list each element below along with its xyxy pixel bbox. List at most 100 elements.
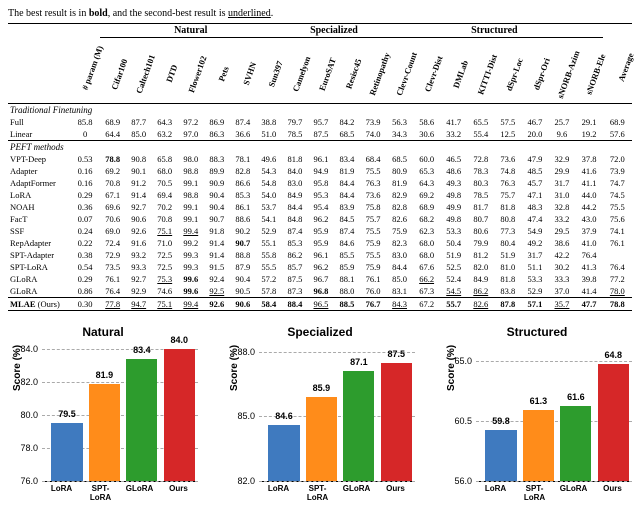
cell: 99.1 [178, 201, 204, 213]
cell: 30.6 [413, 128, 440, 141]
cell: 33.3 [548, 273, 575, 285]
cell: 51.9 [494, 249, 521, 261]
cell: 90.7 [230, 237, 256, 249]
cell: 91.5 [204, 261, 230, 273]
cell-param: 0.38 [70, 249, 99, 261]
cell-param: 0.36 [70, 201, 99, 213]
cell: 84.0 [282, 165, 308, 177]
row-label: NOAH [8, 201, 70, 213]
cell: 65.3 [413, 165, 440, 177]
chart-natural: NaturalScore (%)76.078.080.082.084.079.5… [8, 325, 198, 502]
bar-value-label: 59.8 [485, 416, 516, 426]
cell: 83.9 [334, 201, 360, 213]
cell: 83.4 [334, 153, 360, 165]
cell-param: 0.54 [70, 261, 99, 273]
cell: 69.0 [100, 225, 126, 237]
cell: 75.5 [360, 249, 386, 261]
cell: 87.4 [230, 116, 256, 128]
cell: 37.8 [575, 153, 602, 165]
cell: 70.8 [100, 177, 126, 189]
cell: 29.1 [575, 116, 602, 128]
cell: 79.7 [282, 116, 308, 128]
cell: 76.3 [494, 177, 521, 189]
cell: 67.6 [413, 261, 440, 273]
cell: 75.6 [603, 213, 632, 225]
xticks: LoRASPT-LoRAGLoRAOurs [259, 484, 415, 502]
cell: 91.4 [204, 249, 230, 261]
cell: 80.9 [386, 165, 413, 177]
cell: 87.5 [282, 273, 308, 285]
cell: 47.4 [521, 213, 548, 225]
cell: 70.6 [100, 213, 126, 225]
cell: 78.0 [603, 285, 632, 298]
row-label: VPT-Deep [8, 153, 70, 165]
row-label: SSF [8, 225, 70, 237]
cell: 75.3 [152, 273, 178, 285]
cell: 90.2 [230, 225, 256, 237]
cell: 85.5 [334, 249, 360, 261]
cell: 51.0 [256, 128, 282, 141]
xtick-label: Ours [376, 484, 415, 502]
cell: 37.0 [548, 285, 575, 298]
cell: 68.0 [413, 249, 440, 261]
cell: 73.6 [494, 153, 521, 165]
cell: 90.4 [230, 273, 256, 285]
cell-param: 0.16 [70, 165, 99, 177]
cell: 95.3 [308, 189, 334, 201]
cell: 77.3 [494, 225, 521, 237]
row-label: Full [8, 116, 70, 128]
cell: 83.8 [494, 285, 521, 298]
cell: 69.2 [100, 165, 126, 177]
cell: 53.3 [440, 225, 467, 237]
cell: 74.6 [152, 285, 178, 298]
ytick-label: 85.0 [231, 411, 255, 421]
cell: 81.7 [467, 201, 494, 213]
xtick-label: GLoRA [120, 484, 159, 502]
cell: 75.7 [494, 189, 521, 201]
cell: 99.6 [178, 285, 204, 298]
cell: 81.0 [494, 261, 521, 273]
ytick-label: 60.5 [448, 416, 472, 426]
cell: 32.9 [548, 153, 575, 165]
cell: 86.3 [204, 128, 230, 141]
ytick-label: 78.0 [14, 443, 38, 453]
cell: 81.2 [467, 249, 494, 261]
cell: 75.9 [386, 225, 413, 237]
cell: 48.5 [521, 165, 548, 177]
cell: 76.4 [603, 261, 632, 273]
cell: 76.4 [100, 285, 126, 298]
bar-ours: 87.5 [381, 363, 412, 481]
results-table: # param (M) Natural Specialized Structur… [8, 23, 632, 311]
cell: 91.6 [126, 237, 152, 249]
cell: 31.7 [548, 177, 575, 189]
cell: 75.5 [360, 225, 386, 237]
xticks: LoRASPT-LoRAGLoRAOurs [476, 484, 632, 502]
cell: 68.0 [413, 237, 440, 249]
ytick-label: 88.0 [231, 347, 255, 357]
row-label: SPT-Adapter [8, 249, 70, 261]
bar-spt-lora: 85.9 [306, 397, 337, 481]
cell: 80.4 [494, 237, 521, 249]
cell: 78.8 [603, 298, 632, 311]
cell-param: 0.53 [70, 153, 99, 165]
cell: 96.8 [308, 285, 334, 298]
cell: 96.7 [308, 273, 334, 285]
cell: 87.3 [282, 285, 308, 298]
cell: 86.2 [467, 285, 494, 298]
cell: 78.8 [100, 153, 126, 165]
chart-structured: StructuredScore (%)56.060.565.059.861.36… [442, 325, 632, 502]
cell: 68.2 [413, 213, 440, 225]
cell: 72.0 [603, 153, 632, 165]
cell: 75.9 [360, 261, 386, 273]
cell-param: 0.07 [70, 213, 99, 225]
cell: 72.8 [467, 153, 494, 165]
cell: 99.4 [178, 225, 204, 237]
cell: 35.7 [548, 298, 575, 311]
ytick-label: 84.0 [14, 344, 38, 354]
cell: 50.4 [440, 237, 467, 249]
cell: 91.4 [126, 189, 152, 201]
cell: 91.4 [204, 237, 230, 249]
cell: 83.0 [386, 249, 413, 261]
cell: 92.7 [126, 273, 152, 285]
cell: 90.8 [126, 153, 152, 165]
